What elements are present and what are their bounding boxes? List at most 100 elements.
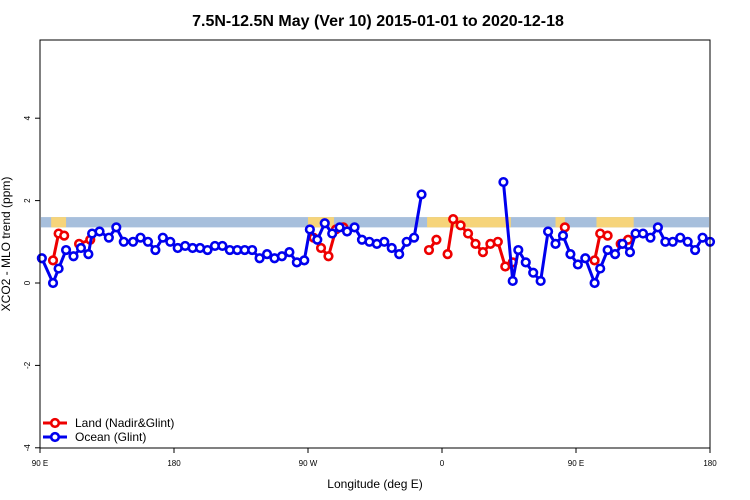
- reference-band-ocean: [41, 217, 709, 228]
- series-1-point-0-46: [379, 236, 390, 247]
- chart-title: 7.5N-12.5N May (Ver 10) 2015-01-01 to 20…: [192, 13, 564, 30]
- series-1-point-0-47: [386, 242, 397, 254]
- series-layer: [36, 176, 716, 289]
- x-tick-label-2: 90 W: [299, 459, 318, 468]
- series-0-point-4-3: [462, 228, 474, 239]
- series-1-point-0-33: [284, 247, 295, 258]
- series-1-point-0-36: [304, 224, 315, 235]
- reference-band-land-3: [555, 217, 565, 228]
- series-1-point-1-21: [652, 222, 663, 233]
- series-1-point-0-4: [68, 251, 79, 262]
- series-1-point-1-15: [609, 249, 621, 260]
- series-0-point-4-8: [500, 261, 511, 272]
- x-tick-label-3: 0: [440, 459, 445, 468]
- y-tick-label-2: 0: [23, 280, 32, 285]
- series-1-point-0-29: [254, 253, 265, 264]
- series-1-point-1-7: [550, 238, 561, 249]
- series-0-point-5-0: [559, 222, 570, 233]
- series-0-point-4-1: [448, 214, 459, 225]
- series-1-point-0-28: [247, 244, 258, 256]
- series-0-point-2-1: [315, 242, 327, 254]
- reference-band-land-0: [51, 217, 67, 228]
- series-0-point-4-7: [492, 236, 503, 247]
- series-1-point-0-32: [276, 251, 288, 262]
- y-tick-label-1: -2: [23, 361, 32, 369]
- series-1-point-1-13: [595, 263, 606, 274]
- series-1-point-0-22: [202, 244, 213, 256]
- x-axis: 90 E 180 90 W 0 90 E 180: [32, 448, 717, 468]
- series-0-point-3-1: [431, 234, 442, 245]
- y-axis: -4 -2 0 2 4: [23, 115, 40, 451]
- series-1-point-1-4: [528, 267, 539, 278]
- y-tick-label-3: 2: [23, 198, 32, 203]
- series-1-point-0-12: [127, 236, 139, 247]
- series-1-point-1-25: [682, 236, 693, 247]
- series-1-point-1-26: [690, 244, 701, 256]
- series-1-point-0-14: [142, 236, 154, 247]
- series-1-point-0-0: [36, 253, 47, 264]
- series-1-point-1-17: [624, 247, 636, 258]
- series-0-point-6-2: [602, 230, 613, 241]
- series-1-point-0-49: [401, 236, 412, 247]
- series-1-point-0-5: [75, 242, 87, 254]
- y-tick-label-4: 4: [23, 115, 32, 120]
- series-1-point-0-8: [94, 226, 105, 237]
- series-1-point-1-12: [589, 277, 600, 289]
- series-1-point-1-20: [645, 232, 656, 243]
- legend-label-1: Ocean (Glint): [75, 430, 146, 444]
- series-1-point-0-24: [217, 240, 228, 252]
- series-0-point-3-0: [423, 244, 435, 256]
- x-tick-label-0: 90 E: [32, 459, 48, 468]
- series-0-point-4-5: [477, 247, 489, 258]
- series-1-point-0-16: [157, 232, 168, 243]
- x-tick-label-5: 180: [703, 459, 717, 468]
- series-0-point-4-2: [455, 220, 466, 231]
- series-1-point-1-11: [580, 253, 591, 264]
- series-1-point-0-30: [261, 249, 273, 260]
- x-axis-label: Longitude (deg E): [327, 477, 422, 491]
- series-1-point-1-24: [675, 232, 686, 243]
- series-1-point-0-38: [319, 218, 330, 229]
- series-1-point-0-15: [150, 244, 161, 256]
- series-1-point-1-27: [697, 232, 708, 243]
- series-1-point-1-14: [602, 244, 613, 256]
- series-0-point-4-0: [442, 249, 453, 260]
- reference-band-land-2: [427, 217, 511, 228]
- x-tick-label-4: 90 E: [568, 459, 584, 468]
- series-0-point-0-2: [59, 230, 70, 241]
- series-1-point-1-23: [667, 236, 678, 247]
- series-1-point-0-9: [103, 232, 114, 243]
- series-1-point-1-6: [542, 226, 554, 237]
- legend-label-0: Land (Nadir&Glint): [75, 416, 174, 430]
- series-1-point-0-6: [83, 249, 94, 260]
- legend: Land (Nadir&Glint)Ocean (Glint): [43, 416, 174, 444]
- series-1-point-0-41: [341, 226, 353, 237]
- plot-area-frame: [39, 39, 711, 449]
- series-1-point-1-3: [520, 257, 531, 268]
- series-1-point-1-19: [637, 228, 649, 239]
- series-1-point-0-17: [165, 236, 176, 247]
- series-1-point-1-10: [572, 259, 583, 270]
- series-1-point-0-1: [47, 277, 59, 289]
- reference-band: [41, 217, 709, 228]
- series-1-point-1-16: [617, 238, 628, 249]
- series-0-point-2-2: [323, 251, 334, 262]
- series-1-point-0-10: [111, 222, 122, 233]
- series-1-point-0-3: [60, 244, 72, 256]
- series-1-point-0-50: [408, 232, 420, 243]
- series-1: [36, 176, 716, 289]
- series-1-point-0-48: [394, 249, 405, 260]
- series-0-point-4-4: [470, 238, 481, 249]
- x-tick-label-1: 180: [167, 459, 181, 468]
- series-1-point-1-2: [513, 244, 524, 256]
- series-1-point-0-11: [118, 236, 129, 247]
- series-1-point-0-51: [416, 189, 427, 200]
- series-1-point-1-9: [565, 249, 576, 260]
- series-1-point-0-2: [53, 263, 64, 274]
- legend-marker-0: [49, 417, 61, 429]
- series-1-point-0-39: [327, 228, 338, 239]
- series-0-point-6-0: [589, 255, 600, 266]
- series-1-point-1-0: [498, 176, 509, 188]
- series-1-point-0-42: [349, 222, 360, 233]
